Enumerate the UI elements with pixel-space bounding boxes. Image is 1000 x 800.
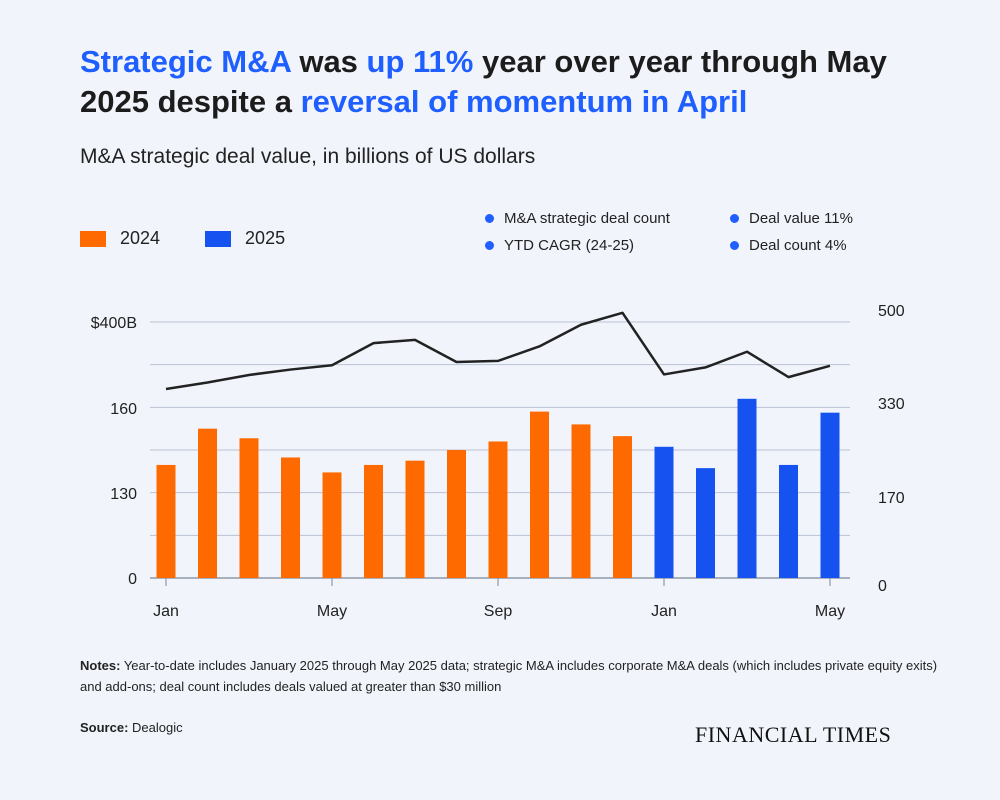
bar-2024 [405, 460, 425, 578]
legend-dot-icon [485, 214, 494, 223]
bar-2025 [820, 412, 840, 578]
bar-legend: 2024 2025 [80, 228, 285, 249]
right-axis-tick-label: 330 [878, 396, 905, 413]
bar-2025 [696, 468, 715, 578]
legend-swatch-2024 [80, 230, 106, 247]
left-axis-tick-label: 160 [110, 401, 137, 418]
headline: Strategic M&A was up 11% year over year … [80, 42, 960, 122]
legend-dot-icon [730, 214, 739, 223]
legend-label: M&A strategic deal count [504, 210, 670, 227]
deal-count-line [165, 311, 831, 391]
right-axis-tick-label: 500 [878, 303, 905, 320]
legend-label-2025: 2025 [245, 228, 286, 248]
left-axis-tick-label: 130 [110, 486, 137, 503]
legend-swatch-2025 [205, 230, 232, 247]
bar-2024 [156, 464, 176, 578]
bar-2024 [571, 424, 591, 578]
legend-dot-icon [730, 241, 739, 250]
legend-item-ytd-cagr: YTD CAGR (24-25) [485, 237, 730, 254]
bar-2025 [737, 398, 757, 578]
source-text: Dealogic [128, 720, 183, 735]
headline-highlight-up: up 11% [366, 44, 474, 79]
legend-label-2024: 2024 [120, 228, 161, 248]
legend-label: YTD CAGR (24-25) [504, 237, 635, 254]
headline-text: was [290, 44, 367, 79]
source-label: Source: [80, 720, 129, 735]
legend-item-2024: 2024 [80, 228, 160, 249]
bar-2024 [198, 428, 217, 578]
bar-2024 [488, 441, 508, 578]
legend-item-2025: 2025 [205, 228, 285, 249]
x-axis-tick-label: Sep [484, 603, 513, 620]
bar-2024 [281, 457, 300, 578]
x-axis-tick-label: May [815, 603, 845, 620]
bar-2025 [779, 464, 798, 578]
notes-label: Notes: [80, 658, 121, 673]
source: Source: Dealogic [80, 720, 183, 735]
bar-2024 [530, 411, 549, 578]
bar-2024 [364, 464, 383, 578]
headline-text: year over year through May 2025 despite … [80, 44, 887, 119]
legend-item-deal-count-pct: Deal count 4% [730, 237, 890, 254]
x-axis-tick-label: May [317, 603, 347, 620]
legend-item-deal-value: Deal value 11% [730, 210, 890, 227]
dot-legend: M&A strategic deal count Deal value 11% … [485, 210, 890, 254]
x-axis-tick-label: Jan [153, 603, 179, 620]
bar-2024 [239, 438, 259, 578]
notes: Notes: Year-to-date includes January 202… [80, 655, 940, 697]
bar-2024 [322, 472, 342, 578]
headline-highlight-strategic: Strategic M&A [80, 44, 291, 79]
legend-item-deal-count: M&A strategic deal count [485, 210, 730, 227]
financial-times-logo: FINANCIAL TIMES [695, 722, 892, 747]
right-axis-tick-label: 0 [878, 578, 887, 595]
x-axis-tick-label: Jan [651, 603, 677, 620]
legend-label: Deal count 4% [749, 237, 847, 254]
right-axis-tick-label: 170 [878, 490, 905, 507]
bar-2025 [654, 446, 674, 578]
legend-label: Deal value 11% [749, 210, 853, 227]
left-axis-tick-label: 0 [128, 571, 137, 588]
left-axis-tick-label: $400B [91, 315, 137, 332]
bar-2024 [447, 450, 466, 578]
bar-2024 [613, 436, 632, 578]
legend-dot-icon [485, 241, 494, 250]
chart-subtitle: M&A strategic deal value, in billions of… [80, 145, 536, 168]
headline-highlight-reversal: reversal of momentum in April [300, 84, 748, 119]
chart: 0 130 160 $400B 0 170 330 500 Jan May Sep Jan May [91, 303, 905, 620]
notes-text: Year-to-date includes January 2025 throu… [80, 658, 938, 694]
